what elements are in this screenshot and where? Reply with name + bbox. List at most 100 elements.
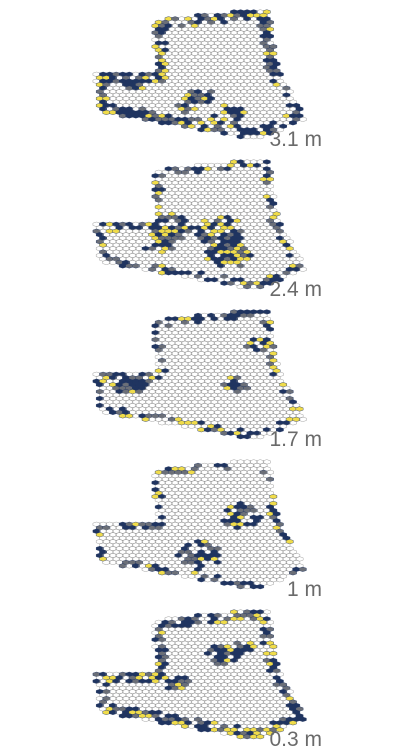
- hex-cell: [217, 521, 225, 527]
- hex-cell: [125, 235, 134, 241]
- hex-cell: [269, 563, 278, 569]
- hex-cell: [236, 563, 245, 569]
- hex-cell: [292, 252, 301, 259]
- hex-cell: [105, 528, 114, 534]
- hex-cell: [190, 692, 199, 698]
- hex-cell: [249, 713, 258, 719]
- hex-cell: [230, 413, 238, 419]
- hex-cell: [210, 180, 219, 186]
- hex-cell: [249, 134, 258, 140]
- hex-cell: [194, 252, 202, 259]
- hex-cell: [269, 713, 278, 719]
- hex-cell: [249, 678, 258, 684]
- hex-cell: [151, 542, 160, 548]
- hex-cell: [174, 559, 183, 565]
- hex-cell: [220, 682, 229, 688]
- hex-cell: [177, 630, 186, 636]
- hex-cell: [184, 657, 193, 663]
- hex-cell: [223, 473, 232, 479]
- hex-cell: [177, 487, 186, 493]
- hex-cell: [230, 180, 238, 186]
- hex-cell: [174, 552, 183, 559]
- hex-cell: [207, 354, 215, 360]
- hex-cell: [249, 671, 258, 677]
- hex-cell: [207, 619, 215, 625]
- hex-cell: [131, 256, 140, 262]
- hex-cell: [233, 19, 242, 25]
- hex-cell: [171, 706, 179, 712]
- hex-cell: [187, 689, 196, 695]
- hex-cell: [190, 50, 199, 57]
- hex-cell: [220, 696, 229, 702]
- hex-cell: [148, 266, 157, 272]
- hex-cell: [148, 382, 157, 388]
- hex-cell: [181, 382, 189, 388]
- hex-cell: [226, 626, 235, 632]
- hex-cell: [259, 361, 268, 367]
- hex-cell: [184, 30, 193, 36]
- hex-cell: [171, 406, 179, 412]
- hex-cell: [249, 64, 258, 70]
- hex-cell: [262, 99, 271, 105]
- hex-cell: [168, 340, 176, 346]
- hex-cell: [207, 340, 215, 346]
- hex-cell: [243, 480, 251, 486]
- hex-cell: [194, 347, 202, 353]
- hex-cell: [253, 668, 261, 674]
- hex-cell: [236, 630, 245, 636]
- hex-cell: [210, 706, 219, 712]
- hex-cell: [158, 514, 166, 520]
- hex-cell: [226, 123, 235, 129]
- hex-cell: [266, 532, 274, 538]
- hex-cell: [226, 532, 235, 538]
- hex-cell: [151, 406, 160, 412]
- hex-cell: [197, 106, 206, 112]
- hex-cell: [240, 682, 248, 688]
- hex-cell: [158, 542, 166, 548]
- hex-cell: [168, 197, 176, 203]
- hex-cell: [181, 326, 189, 332]
- hex-cell: [249, 570, 258, 576]
- hex-cell: [266, 89, 274, 95]
- hex-cell: [213, 709, 222, 715]
- hex-cell: [210, 350, 219, 357]
- hex-cell: [259, 566, 268, 572]
- hex-cell: [262, 242, 271, 248]
- hex-cell: [246, 709, 255, 715]
- hex-cell: [256, 644, 265, 650]
- hex-cell: [99, 256, 107, 262]
- hex-cell: [213, 402, 222, 409]
- hex-cell: [148, 532, 157, 538]
- hex-cell: [249, 166, 258, 172]
- hex-cell: [210, 406, 219, 412]
- hex-cell: [161, 689, 170, 695]
- hex-cell: [177, 207, 186, 213]
- hex-cell: [200, 675, 209, 681]
- hex-cell: [154, 546, 163, 552]
- hex-cell: [190, 514, 199, 520]
- hex-cell: [194, 218, 202, 224]
- hex-cell: [171, 323, 179, 329]
- hex-cell: [190, 706, 199, 712]
- hex-cell: [243, 64, 251, 70]
- hex-cell: [151, 535, 160, 541]
- hex-cell: [240, 333, 248, 339]
- hex-cell: [243, 350, 251, 357]
- hex-cell: [220, 619, 229, 625]
- hex-cell: [194, 246, 202, 252]
- hex-cell: [118, 699, 127, 705]
- hex-cell: [249, 180, 258, 186]
- hex-cell: [174, 490, 183, 496]
- hex-cell: [168, 54, 176, 60]
- hex-cell: [210, 692, 219, 698]
- hex-cell: [187, 190, 196, 196]
- hex-cell: [168, 661, 176, 667]
- hex-cell: [213, 68, 222, 74]
- hex-cell: [177, 323, 186, 329]
- hex-cell: [194, 190, 202, 196]
- hex-cell: [184, 706, 193, 712]
- hex-cell: [236, 344, 245, 350]
- hex-cell: [184, 50, 193, 57]
- hex-cell: [184, 270, 193, 276]
- hex-cell: [259, 75, 268, 81]
